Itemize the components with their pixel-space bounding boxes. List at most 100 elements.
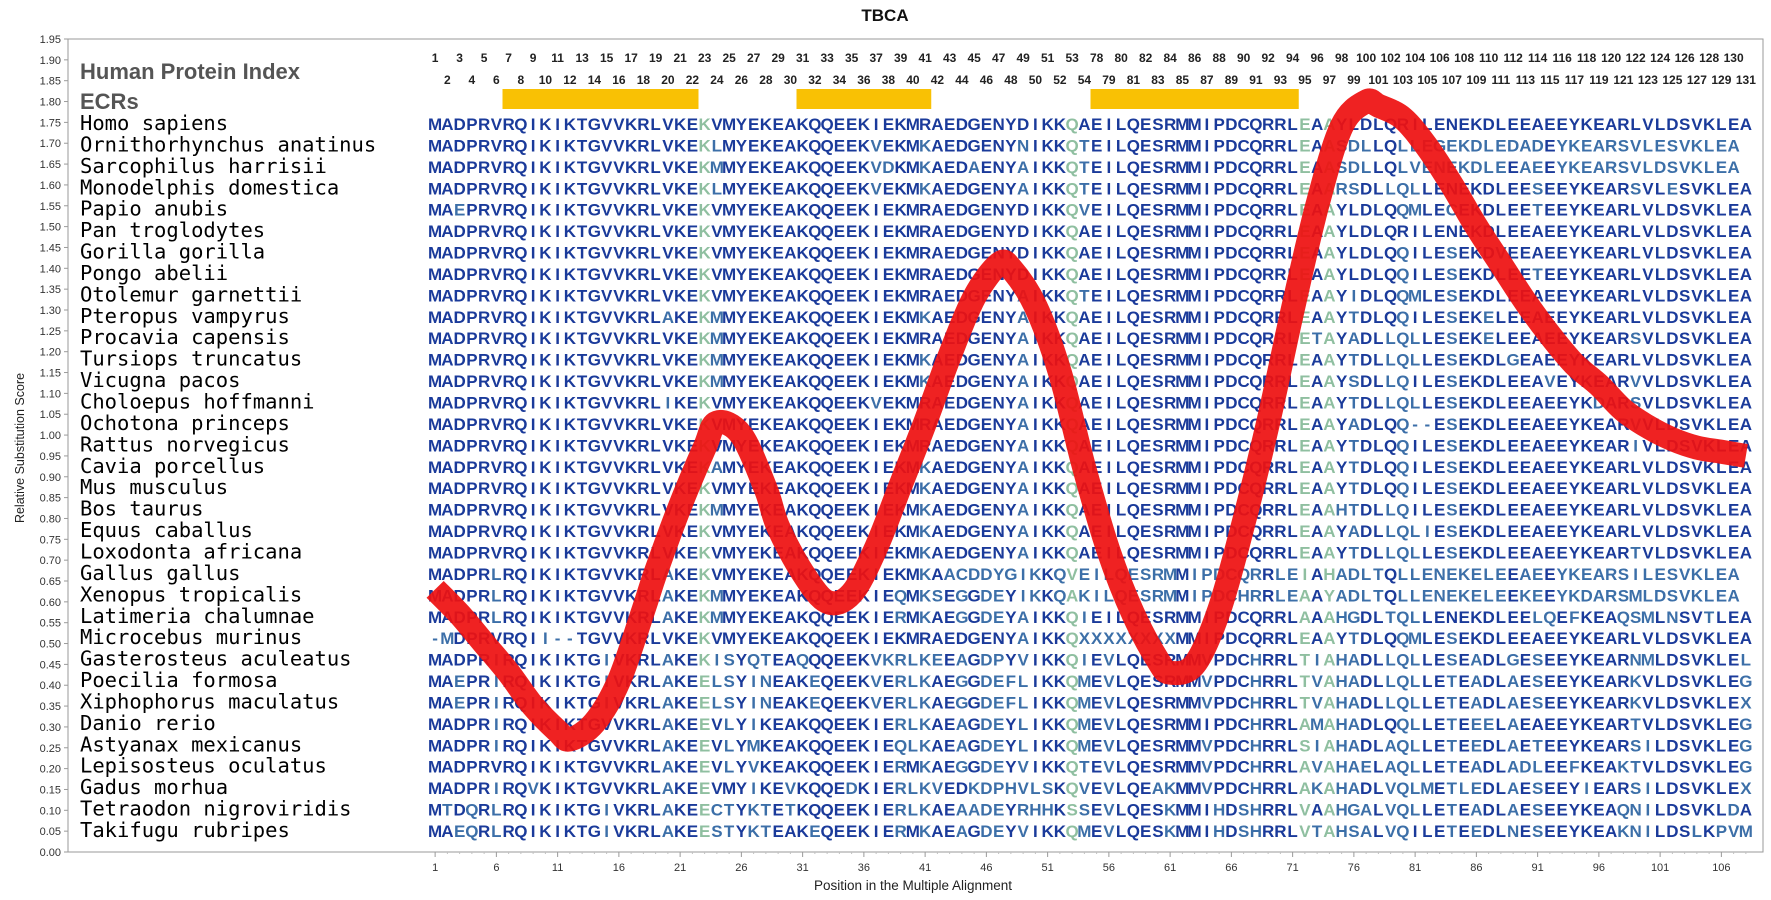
residue: I [751,672,756,691]
residue: M [428,136,442,155]
residue: P [1716,822,1727,841]
residue: R [1274,479,1286,498]
residue: D [1482,372,1494,391]
residue: R [1164,179,1176,198]
residue: K [625,158,638,177]
residue: D [1666,222,1678,241]
human-index-number: 86 [1188,51,1202,65]
residue: Q [1396,758,1409,777]
residue: T [577,265,588,284]
residue: H [1213,801,1225,820]
residue: E [1728,758,1739,777]
residue: M [906,522,920,541]
residue: E [748,586,759,605]
residue: R [1262,179,1274,198]
residue: E [883,715,894,734]
residue: K [760,543,773,562]
residue: E [1716,565,1727,584]
residue: A [441,822,453,841]
residue: V [601,222,613,241]
residue: L [1422,651,1432,670]
residue: Q [1396,458,1409,477]
residue: N [992,286,1004,305]
residue: A [1311,436,1323,455]
residue: T [1300,651,1311,670]
residue: A [1078,222,1090,241]
residue: K [1470,543,1483,562]
residue: A [1299,586,1311,605]
residue: K [858,736,871,755]
residue: D [980,736,992,755]
residue: T [577,179,588,198]
residue: I [1033,693,1038,712]
residue: R [1164,436,1176,455]
residue: I [1082,608,1087,627]
residue: A [1017,479,1029,498]
residue: C [1237,608,1249,627]
residue: M [1188,758,1202,777]
residue: A [1507,758,1519,777]
residue: L [650,672,660,691]
residue: L [1287,693,1297,712]
residue: E [1544,501,1555,520]
human-index-number: 104 [1405,51,1425,65]
residue: K [1691,586,1704,605]
residue: A [931,244,943,263]
residue: E [981,458,992,477]
residue: K [1054,629,1067,648]
residue: S [1679,372,1690,391]
residue: K [564,672,577,691]
residue: E [687,801,698,820]
residue: A [1323,372,1335,391]
human-index-number: 43 [943,51,957,65]
residue: R [502,286,514,305]
human-index-number: 83 [1151,73,1165,87]
residue: E [1458,244,1469,263]
residue: K [919,522,932,541]
residue: T [577,329,588,348]
human-index-number: 15 [600,51,614,65]
residue: L [650,629,660,648]
residue: E [1532,158,1543,177]
residue: L [1287,715,1297,734]
residue: E [883,394,894,413]
residue: E [1728,522,1739,541]
residue: D [1225,801,1237,820]
residue: Y [1336,458,1348,477]
residue: K [625,436,638,455]
residue: R [637,179,649,198]
residue: A [1360,801,1372,820]
residue: I [874,329,879,348]
residue: K [1041,415,1054,434]
residue: K [894,265,907,284]
residue: L [1716,736,1726,755]
residue: K [1041,715,1054,734]
residue: S [1152,372,1163,391]
residue: G [588,629,601,648]
residue: M [906,201,920,220]
residue: T [577,394,588,413]
x-tick-label: 106 [1712,862,1730,874]
residue: - [1425,415,1431,434]
residue: K [539,351,552,370]
residue: L [1655,201,1665,220]
residue: K [625,543,638,562]
residue: L [1287,501,1297,520]
residue: E [1299,415,1310,434]
residue: E [944,758,955,777]
residue: K [796,179,809,198]
residue: E [1434,308,1445,327]
residue: D [453,372,465,391]
residue: E [1544,415,1555,434]
residue: E [846,693,857,712]
residue: A [441,779,453,798]
residue: S [1348,822,1359,841]
residue: D [453,715,465,734]
residue: L [1373,351,1383,370]
residue: A [1323,501,1335,520]
residue: K [1470,436,1483,455]
residue: E [993,715,1004,734]
residue: L [1496,715,1506,734]
residue: E [1458,372,1469,391]
residue: E [1299,179,1310,198]
